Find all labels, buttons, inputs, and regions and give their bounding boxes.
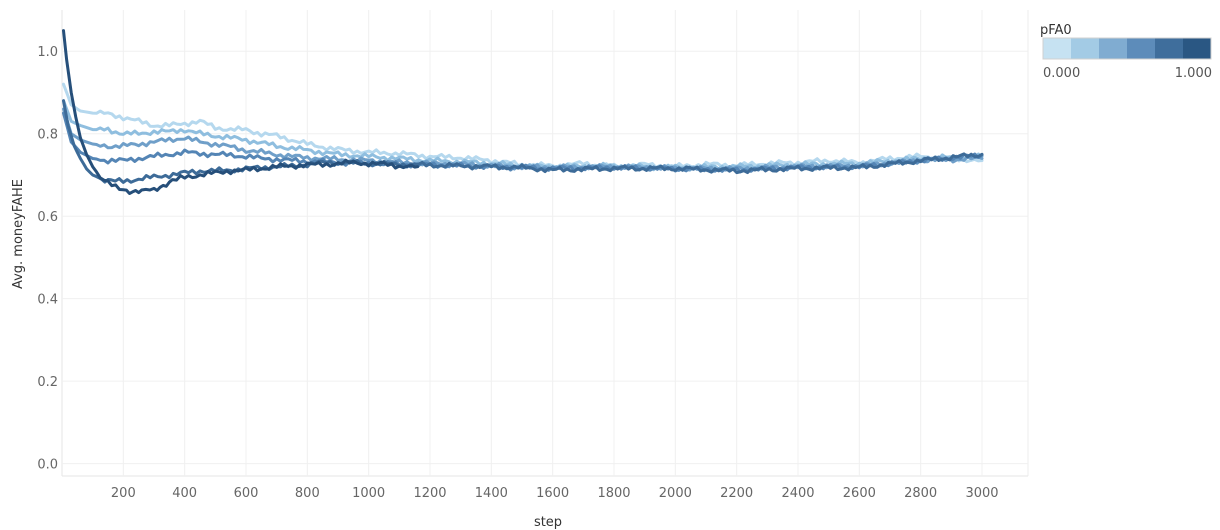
x-tick-label: 2400 bbox=[781, 486, 814, 501]
y-axis-label: Avg. moneyFAHE bbox=[11, 179, 26, 289]
legend-title: pFA0 bbox=[1040, 23, 1072, 38]
series-line-5 bbox=[62, 29, 420, 195]
legend-swatch bbox=[1155, 38, 1184, 59]
y-tick-label: 0.8 bbox=[37, 128, 58, 143]
x-tick-label: 2600 bbox=[843, 486, 876, 501]
legend-max-label: 1.000 bbox=[1175, 66, 1212, 81]
legend-swatch bbox=[1099, 38, 1128, 59]
x-tick-label: 600 bbox=[234, 486, 259, 501]
y-axis-ticks: 0.0 0.2 0.4 0.6 0.8 1.0 bbox=[37, 45, 58, 472]
y-tick-label: 0.6 bbox=[37, 210, 58, 225]
y-tick-label: 0.4 bbox=[37, 293, 58, 308]
legend-swatch bbox=[1183, 38, 1212, 59]
x-tick-label: 400 bbox=[172, 486, 197, 501]
x-tick-label: 1400 bbox=[475, 486, 508, 501]
x-tick-label: 3000 bbox=[965, 486, 998, 501]
legend-min-label: 0.000 bbox=[1043, 66, 1080, 81]
x-tick-label: 1800 bbox=[597, 486, 630, 501]
y-tick-label: 0.2 bbox=[37, 375, 58, 390]
x-tick-label: 2800 bbox=[904, 486, 937, 501]
x-tick-label: 1200 bbox=[413, 486, 446, 501]
legend-swatch bbox=[1071, 38, 1100, 59]
legend-gradient bbox=[1042, 37, 1212, 60]
x-tick-label: 800 bbox=[295, 486, 320, 501]
x-tick-label: 2200 bbox=[720, 486, 753, 501]
series-lines bbox=[62, 29, 984, 195]
x-tick-label: 1600 bbox=[536, 486, 569, 501]
x-tick-label: 1000 bbox=[352, 486, 385, 501]
y-tick-label: 1.0 bbox=[37, 45, 58, 60]
color-legend: pFA0 0.000 1.000 bbox=[1040, 23, 1212, 81]
legend-swatch bbox=[1043, 38, 1072, 59]
x-axis-ticks: 200 400 600 800 1000 1200 1400 1600 1800 2000 2200… bbox=[111, 486, 999, 501]
x-tick-label: 2000 bbox=[659, 486, 692, 501]
x-axis-label: step bbox=[534, 515, 562, 530]
y-tick-label: 0.0 bbox=[37, 458, 58, 473]
series-line-4 bbox=[62, 99, 984, 184]
legend-swatch bbox=[1127, 38, 1156, 59]
legend-border bbox=[1042, 37, 1212, 60]
grid-lines bbox=[61, 10, 1029, 477]
x-tick-label: 200 bbox=[111, 486, 136, 501]
